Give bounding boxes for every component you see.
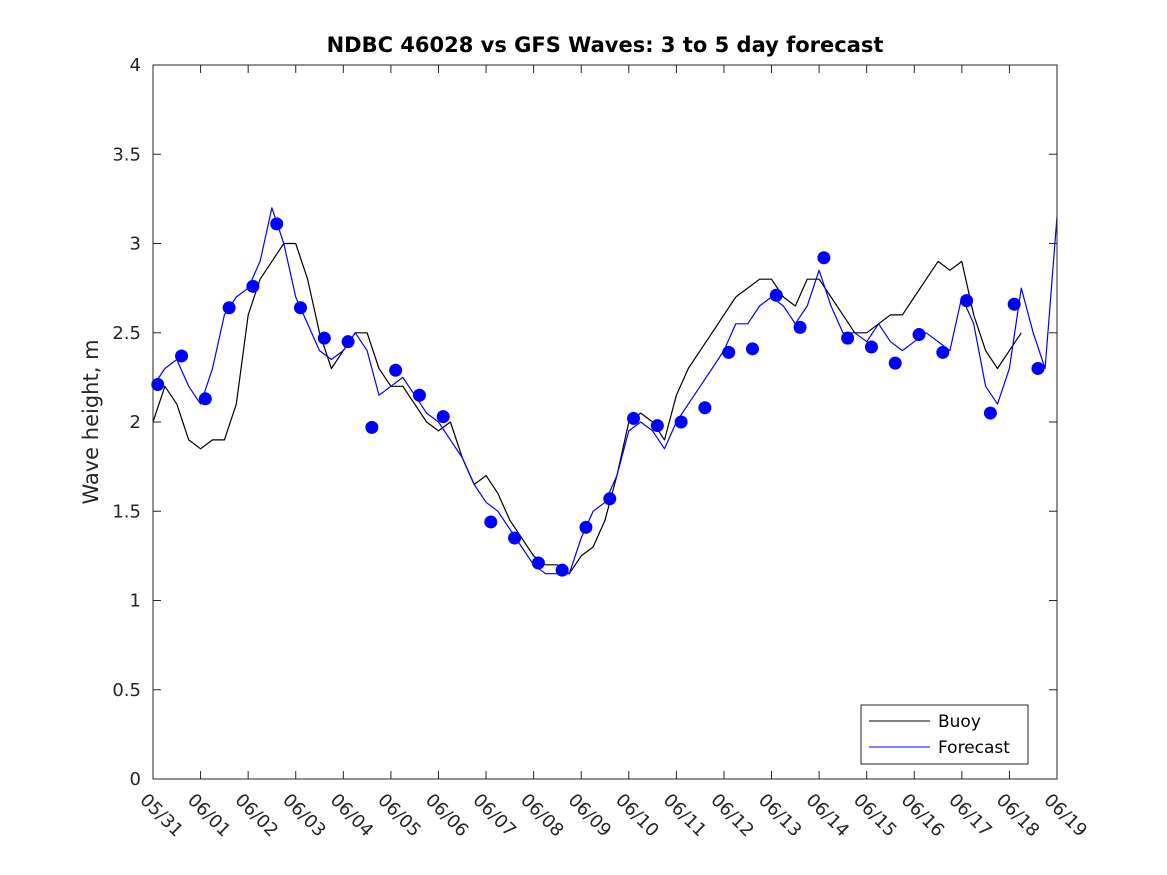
forecast-marker <box>698 401 712 415</box>
forecast-marker <box>936 345 950 359</box>
forecast-marker <box>436 410 450 424</box>
forecast-marker <box>317 331 331 345</box>
forecast-marker <box>650 419 664 433</box>
forecast-marker <box>198 392 212 406</box>
forecast-marker <box>341 335 355 349</box>
plot-area <box>153 65 1057 779</box>
forecast-marker <box>841 331 855 345</box>
legend-buoy-label: Buoy <box>938 712 981 732</box>
forecast-marker <box>270 217 284 231</box>
forecast-marker <box>412 388 426 402</box>
legend: Buoy Forecast <box>860 704 1029 765</box>
forecast-marker <box>888 356 902 370</box>
y-tick-label: 1 <box>130 591 141 612</box>
series-layer <box>151 207 1058 577</box>
y-tick-label: 0.5 <box>112 680 141 701</box>
forecast-marker <box>365 420 379 434</box>
forecast-marker <box>222 301 236 315</box>
forecast-marker <box>960 294 974 308</box>
legend-box <box>860 704 1029 765</box>
y-tick-label: 1.5 <box>112 501 141 522</box>
forecast-marker <box>603 492 617 506</box>
forecast-marker <box>769 288 783 302</box>
y-axis: 0 0.5 1 1.5 2 2.5 3 3.5 4 <box>112 55 1057 790</box>
y-tick-label: 3 <box>130 234 141 255</box>
forecast-marker <box>555 563 569 577</box>
forecast-marker <box>484 515 498 529</box>
forecast-marker <box>745 342 759 356</box>
y-tick-label: 3.5 <box>112 144 141 165</box>
forecast-marker <box>912 328 926 342</box>
forecast-marker <box>793 320 807 334</box>
y-tick-label: 2.5 <box>112 323 141 344</box>
y-tick-label: 4 <box>130 55 141 76</box>
forecast-marker <box>151 378 165 392</box>
y-tick-label: 2 <box>130 412 141 433</box>
y-tick-label: 0 <box>130 769 141 790</box>
forecast-marker <box>531 556 545 570</box>
forecast-marker <box>983 406 997 420</box>
forecast-marker <box>389 363 403 377</box>
y-axis-label: Wave height, m <box>79 339 103 504</box>
legend-forecast-label: Forecast <box>938 738 1010 758</box>
forecast-marker <box>1007 297 1021 311</box>
forecast-marker <box>722 345 736 359</box>
forecast-marker <box>627 411 641 425</box>
forecast-marker <box>175 349 189 363</box>
forecast-marker <box>293 301 307 315</box>
forecast-marker <box>817 251 831 265</box>
forecast-marker <box>246 279 260 293</box>
forecast-marker <box>864 340 878 354</box>
chart-title: NDBC 46028 vs GFS Waves: 3 to 5 day fore… <box>327 33 884 57</box>
buoy-series-line <box>152 242 1022 575</box>
forecast-marker <box>579 520 593 534</box>
forecast-marker <box>674 415 688 429</box>
forecast-marker <box>508 531 522 545</box>
forecast-marker <box>1031 361 1045 375</box>
